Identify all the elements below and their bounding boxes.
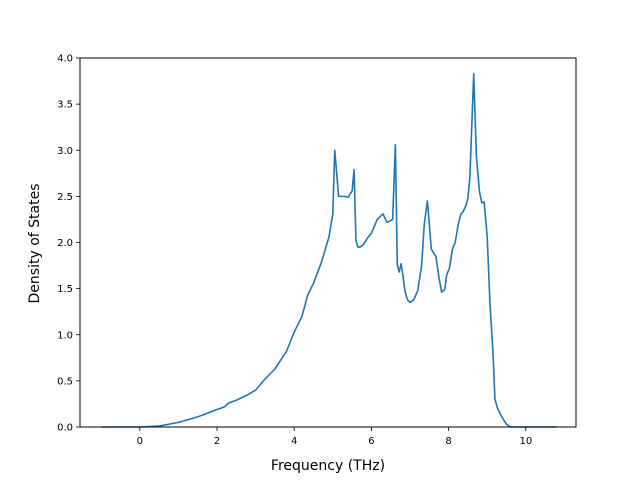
x-axis-label: Frequency (THz) xyxy=(271,458,385,474)
y-tick-label: 2.5 xyxy=(57,192,73,203)
y-tick-label: 3.0 xyxy=(57,146,73,157)
y-tick-label: 1.5 xyxy=(57,284,73,295)
dos-series-line-0 xyxy=(101,72,557,428)
x-tick-label: 6 xyxy=(368,436,374,447)
y-tick-label: 4.0 xyxy=(57,54,73,65)
y-axis-label: Density of States xyxy=(27,184,43,304)
x-tick-label: 8 xyxy=(445,436,451,447)
y-tick-label: 0.5 xyxy=(57,376,73,387)
y-tick-label: 3.5 xyxy=(57,100,73,111)
plot-area xyxy=(101,72,557,428)
x-tick-label: 2 xyxy=(214,436,220,447)
y-tick-label: 1.0 xyxy=(57,330,73,341)
x-tick-label: 10 xyxy=(519,436,532,447)
x-tick-label: 4 xyxy=(291,436,297,447)
axes-frame xyxy=(79,57,577,428)
y-tick-label: 0.0 xyxy=(57,423,73,434)
x-tick-label: 0 xyxy=(137,436,143,447)
y-tick-label: 2.0 xyxy=(57,238,73,249)
axis-ticks: 0 2 4 6 8 10 0.0 0.5 1.0 1.5 2.0 2.5 3.0 3.5 4.0 xyxy=(57,54,532,448)
